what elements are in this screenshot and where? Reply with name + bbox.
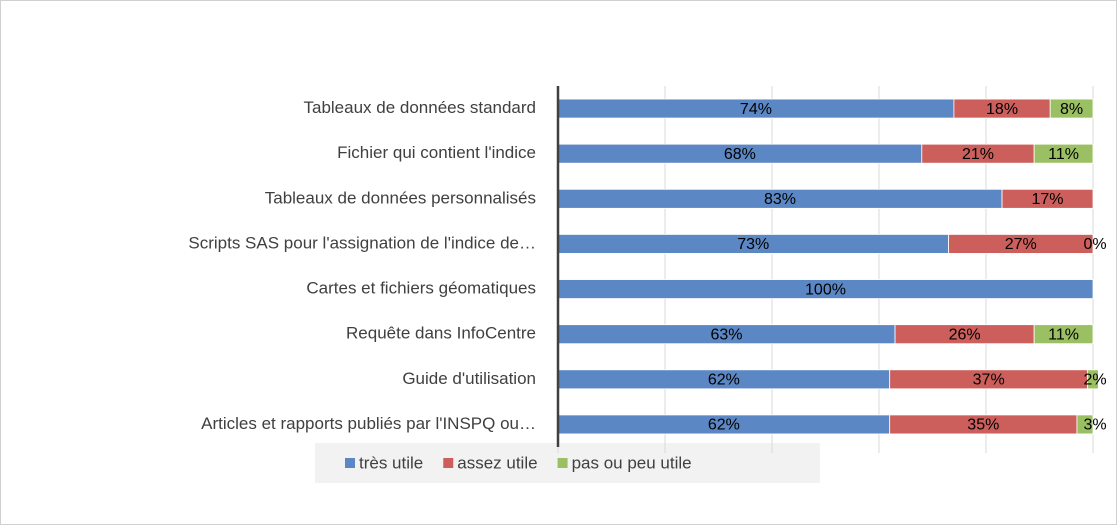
data-label: 21% (962, 146, 994, 163)
bar-segment (1001, 188, 1094, 209)
bar-segment (948, 234, 1094, 254)
category-label: Guide d'utilisation (402, 369, 536, 388)
data-label: 74% (740, 101, 772, 118)
data-label: 17% (1032, 191, 1064, 208)
bar-segment (1076, 414, 1094, 435)
bar-segment (1033, 324, 1094, 345)
data-label: 3% (1083, 417, 1106, 434)
legend-swatch (557, 458, 568, 468)
data-label: 68% (724, 146, 756, 163)
data-label: 18% (986, 101, 1018, 118)
data-label: 0% (1083, 236, 1106, 253)
category-label: Cartes et fichiers géomatiques (306, 279, 536, 298)
category-label: Requête dans InfoCentre (346, 324, 536, 343)
category-label: Fichier qui contient l'indice (337, 143, 536, 162)
data-label: 83% (764, 191, 796, 208)
legend-label: assez utile (457, 453, 537, 472)
data-label: 63% (711, 326, 743, 343)
legend-swatch (443, 458, 454, 468)
bar-segment (1087, 369, 1099, 390)
data-label: 27% (1005, 236, 1037, 253)
legend-label: pas ou peu utile (572, 453, 692, 472)
category-label: Tableaux de données standard (303, 98, 536, 117)
data-label: 11% (1048, 326, 1079, 343)
data-label: 62% (708, 372, 740, 389)
data-label: 73% (737, 236, 769, 253)
legend-label: très utile (359, 453, 423, 472)
data-label: 37% (973, 372, 1005, 389)
bar-segment (1033, 143, 1094, 164)
bar-segment (1049, 98, 1094, 119)
data-label: 62% (708, 417, 740, 434)
data-label: 26% (949, 326, 981, 343)
category-label: Tableaux de données personnalisés (265, 188, 536, 207)
legend-swatch (345, 458, 355, 468)
data-label: 35% (967, 417, 999, 434)
data-label: 11% (1048, 146, 1079, 163)
data-label: 100% (805, 281, 846, 298)
category-label: Articles et rapports publiés par l'INSPQ… (201, 414, 536, 433)
data-label: 2% (1083, 372, 1106, 389)
category-label: Scripts SAS pour l'assignation de l'indi… (188, 233, 536, 252)
data-label: 8% (1060, 101, 1083, 118)
